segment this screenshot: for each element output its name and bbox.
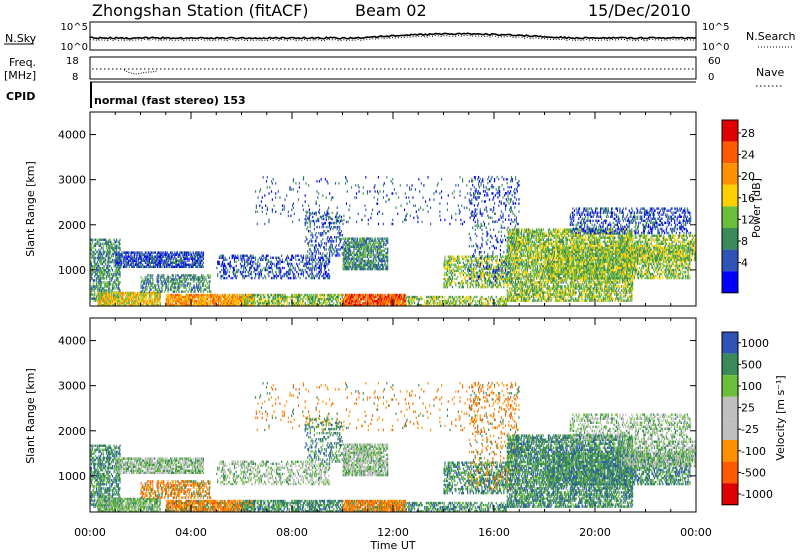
power-cell: [91, 261, 92, 263]
power-cell: [160, 302, 161, 304]
radar-summary-plot: Zhongshan Station (fitACF) Beam 02 15/De…: [0, 0, 800, 554]
freq-label: Freq.: [9, 56, 36, 69]
power-cell: [101, 247, 102, 249]
power-cell: [112, 259, 113, 261]
power-cell: [92, 247, 93, 249]
power-cell: [152, 298, 153, 300]
power-cell: [93, 239, 94, 241]
nsearch-label: N.Search: [746, 30, 796, 43]
power-cell: [119, 247, 120, 249]
power-cell: [113, 243, 114, 245]
power-cell: [118, 277, 119, 279]
power-cell: [119, 243, 120, 245]
power-cell: [116, 239, 117, 241]
power-cell: [121, 260, 122, 262]
power-cell: [140, 251, 141, 253]
power-cell: [161, 266, 162, 268]
power-cell: [104, 251, 105, 253]
power-cell: [109, 287, 110, 289]
power-cell: [114, 285, 115, 287]
power-cell: [92, 293, 93, 295]
power-cell: [119, 289, 120, 291]
date-label: 15/Dec/2010: [588, 1, 691, 20]
nsky-tick-bottom: 10^0: [61, 42, 88, 53]
power-cell: [119, 251, 120, 253]
power-cell: [114, 279, 115, 281]
nsearch-tick-bottom: 10^0: [702, 42, 729, 53]
power-cell: [116, 283, 117, 285]
power-cell: [92, 265, 93, 267]
power-panel: 1000200030004000 Slant Range [km] 282420…: [24, 112, 763, 306]
station-title: Zhongshan Station (fitACF): [92, 1, 309, 20]
nave-dip: [124, 70, 158, 74]
power-cell: [100, 243, 101, 245]
power-cell: [188, 251, 189, 253]
nave-label: Nave: [756, 66, 784, 79]
power-cell: [92, 239, 93, 241]
nsky-tick-top: 10^5: [61, 22, 88, 33]
nave-tick-top: 60: [708, 56, 721, 67]
cpid-panel: CPID normal (fast stereo) 153: [6, 82, 696, 108]
power-cell: [104, 277, 105, 279]
power-cell: [94, 291, 95, 293]
nsky-label: N.Sky: [5, 32, 37, 45]
freq-unit-label: [MHz]: [4, 69, 36, 82]
power-cell: [119, 239, 120, 241]
power-cell: [109, 292, 110, 294]
power-cell: [94, 279, 95, 281]
power-cell: [112, 269, 113, 271]
power-cell: [110, 283, 111, 285]
power-cell: [182, 251, 183, 253]
power-cell: [151, 251, 152, 253]
power-cell: [106, 289, 107, 291]
power-cell: [105, 259, 106, 261]
cpid-label: CPID: [6, 90, 35, 103]
power-cell: [119, 281, 120, 283]
power-cell: [146, 251, 147, 253]
noise-panel: N.Sky 10^5 10^0 10^5 10^0 N.Search: [4, 22, 796, 53]
noise-sky-line: [90, 33, 696, 39]
freq-tick-bottom: 8: [72, 72, 78, 83]
power-cell: [119, 271, 120, 273]
power-cell: [110, 251, 111, 253]
power-cell: [109, 269, 110, 271]
power-cell: [155, 251, 156, 253]
power-cell: [103, 265, 104, 267]
power-cell: [129, 251, 130, 253]
nave-tick-bottom: 0: [708, 72, 714, 83]
nsearch-tick-top: 10^5: [702, 22, 729, 33]
power-cell: [109, 265, 110, 267]
power-cell: [95, 257, 96, 259]
cpid-mode-text: normal (fast stereo) 153: [94, 94, 246, 107]
power-cell: [95, 239, 96, 241]
freq-panel-frame: [90, 57, 696, 79]
power-cell: [97, 239, 98, 241]
power-cell: [101, 281, 102, 283]
power-cell: [103, 257, 104, 259]
beam-label: Beam 02: [355, 1, 427, 20]
power-cell: [103, 243, 104, 245]
freq-tick-top: 18: [66, 56, 79, 67]
